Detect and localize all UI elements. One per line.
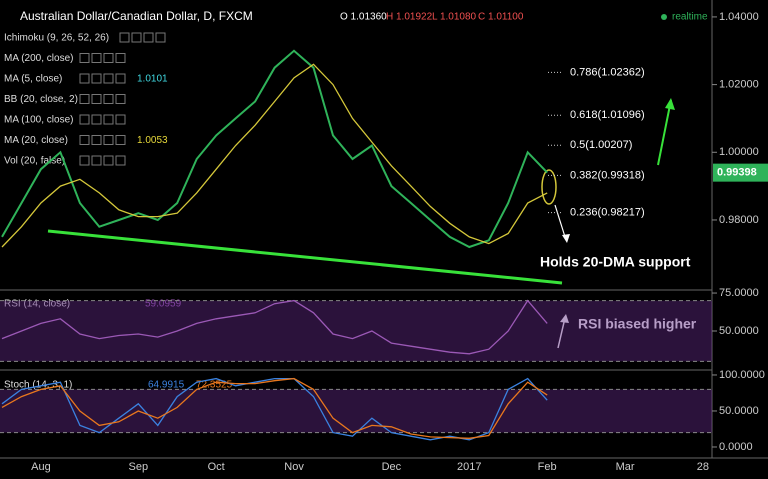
indicator-icon [115, 53, 126, 63]
indicator-icon [143, 32, 154, 43]
indicator-label: MA (100, close) [4, 115, 73, 126]
arrow-head [562, 234, 570, 243]
series-line [1, 299, 548, 355]
indicator-icon [91, 114, 102, 125]
annotation: Holds 20-DMA support [540, 254, 691, 270]
indicator-icon [119, 32, 130, 43]
status-dot [661, 14, 667, 20]
band-fill [0, 389, 712, 433]
indicator-label: Vol (20, false) [4, 156, 65, 167]
stoch-title: Stoch (14, 3, 1) [4, 380, 72, 391]
series-line [1, 49, 548, 249]
arrow [557, 317, 566, 349]
indicator-icon [115, 94, 126, 104]
highlight [541, 169, 557, 205]
indicator-label: BB (20, close, 2) [4, 94, 78, 105]
fib-label: 0.786(1.02362) [570, 66, 645, 78]
indicator-icon [79, 155, 90, 166]
arrow [657, 99, 672, 166]
indicator-icon [115, 73, 126, 84]
series-line [1, 377, 548, 439]
x-tick-label: Nov [284, 461, 304, 473]
ohlc-value: H 1.01922 [386, 12, 433, 23]
indicator-icon [103, 53, 114, 63]
x-tick-label: Feb [538, 461, 557, 473]
band-fill [0, 300, 712, 362]
arrow-head [560, 314, 569, 323]
indicator-icon [91, 53, 102, 63]
stoch-value: 64.9915 [148, 380, 185, 391]
y-tick-label: 50.0000 [719, 405, 759, 417]
indicator-icon [91, 155, 102, 166]
y-tick-label: 0.0000 [719, 441, 753, 453]
fib-label: 0.382(0.99318) [570, 169, 645, 181]
rsi-value: 59.0959 [145, 299, 182, 310]
indicator-icon [131, 32, 142, 43]
ohlc-value: O 1.01360 [340, 12, 387, 23]
series-line [1, 63, 548, 248]
indicator-icon [115, 135, 126, 145]
arrow-head [665, 98, 675, 110]
indicator-icon [79, 114, 90, 125]
realtime-label: realtime [672, 12, 708, 23]
x-tick-label: Aug [31, 461, 51, 473]
annotation: RSI biased higher [578, 316, 697, 332]
indicator-icon [115, 114, 126, 125]
y-tick-label: 0.98000 [719, 214, 759, 226]
y-tick-label: 75.0000 [719, 287, 759, 299]
indicator-icon [79, 135, 90, 145]
y-tick-label: 1.00000 [719, 146, 759, 158]
indicator-icon [91, 135, 102, 145]
arrow [554, 204, 567, 241]
last-price-label: 0.99398 [717, 167, 757, 179]
indicator-icon [115, 155, 126, 166]
indicator-icon [103, 73, 114, 84]
x-tick-label: Oct [208, 461, 225, 473]
indicator-icon [91, 94, 102, 104]
indicator-icon [103, 94, 114, 104]
x-tick-label: Mar [616, 461, 635, 473]
y-tick-label: 100.0000 [719, 369, 765, 381]
ohlc-value: C 1.01100 [478, 12, 524, 23]
indicator-icon [103, 155, 114, 166]
indicator-value: 1.0101 [137, 74, 168, 85]
indicator-icon [79, 94, 90, 104]
chart-title: Australian Dollar/Canadian Dollar, D, FX… [20, 9, 253, 23]
y-tick-label: 50.0000 [719, 325, 759, 337]
rsi-title: RSI (14, close) [4, 299, 70, 310]
fib-label: 0.618(1.01096) [570, 109, 645, 121]
fib-label: 0.236(0.98217) [570, 207, 645, 219]
indicator-icon [79, 53, 90, 63]
indicator-label: Ichimoku (9, 26, 52, 26) [4, 33, 109, 44]
x-tick-label: Sep [129, 461, 149, 473]
indicator-label: MA (200, close) [4, 53, 73, 64]
y-tick-label: 1.04000 [719, 11, 759, 23]
indicator-label: MA (20, close) [4, 135, 68, 146]
x-tick-label: 28 [697, 461, 709, 473]
indicator-icon [91, 73, 102, 84]
indicator-icon [155, 32, 166, 43]
x-tick-label: Dec [382, 461, 402, 473]
stoch-value: 72.3525 [196, 380, 233, 391]
x-tick-label: 2017 [457, 461, 481, 473]
ohlc-value: L 1.01080 [432, 12, 477, 23]
trendline [47, 229, 563, 285]
indicator-icon [103, 135, 114, 145]
indicator-icon [103, 114, 114, 125]
indicator-label: MA (5, close) [4, 74, 62, 85]
indicator-icon [79, 73, 90, 84]
fib-label: 0.5(1.00207) [570, 139, 632, 151]
indicator-value: 1.0053 [137, 135, 168, 146]
y-tick-label: 1.02000 [719, 79, 759, 91]
last-price-tag [713, 163, 768, 182]
